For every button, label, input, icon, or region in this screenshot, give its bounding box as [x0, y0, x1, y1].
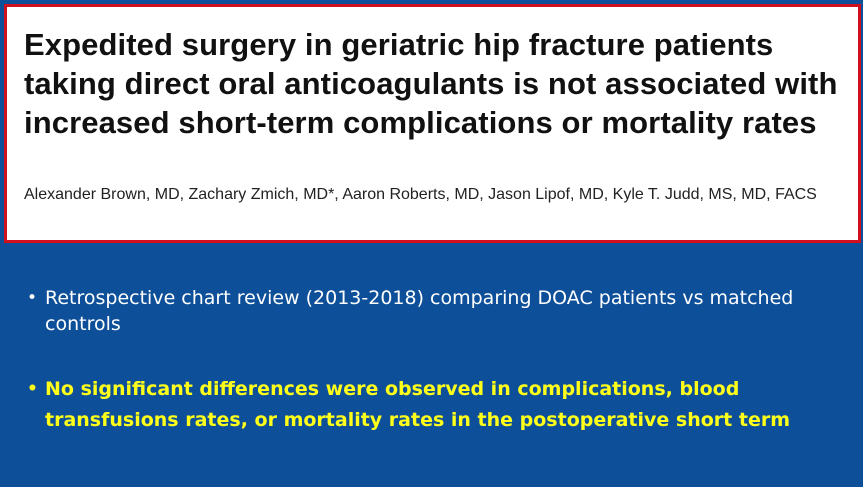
bullet-key-finding: • No significant differences were observ…: [27, 374, 847, 436]
bullet-text: No significant differences were observed…: [45, 378, 790, 431]
article-title: Expedited surgery in geriatric hip fract…: [24, 27, 838, 140]
bullet-study-design: • Retrospective chart review (2013-2018)…: [27, 285, 847, 337]
article-authors: Alexander Brown, MD, Zachary Zmich, MD*,…: [24, 186, 817, 203]
bullet-dot-icon: •: [27, 288, 38, 308]
bullet-text: Retrospective chart review (2013-2018) c…: [45, 287, 794, 335]
bullet-dot-icon: •: [27, 379, 38, 399]
article-header-card: Expedited surgery in geriatric hip fract…: [4, 4, 861, 243]
summary-bullet-list: • Retrospective chart review (2013-2018)…: [27, 285, 847, 473]
